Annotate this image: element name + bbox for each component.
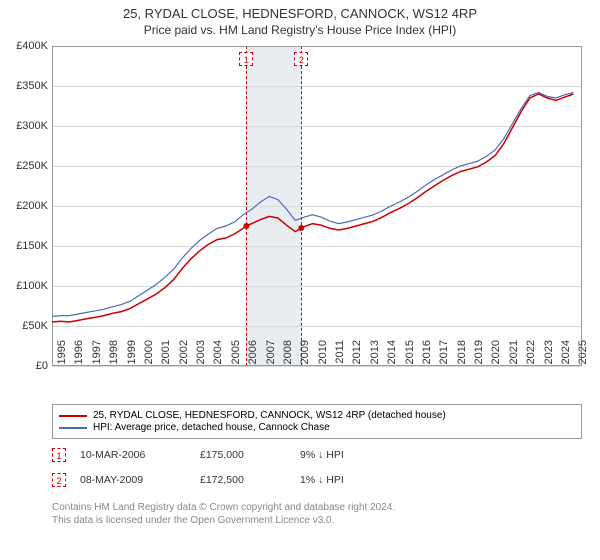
- x-tick-label: 2017: [438, 340, 450, 370]
- x-tick-label: 2005: [230, 340, 242, 370]
- sale-row: 2 08-MAY-2009 £172,500 1% ↓ HPI: [52, 473, 582, 487]
- series-line: [52, 94, 573, 322]
- x-tick-label: 2008: [282, 340, 294, 370]
- y-tick-label: £400K: [4, 40, 48, 52]
- sale-change: 9% ↓ HPI: [300, 449, 400, 461]
- x-tick-label: 2020: [490, 340, 502, 370]
- x-tick-label: 2025: [577, 340, 589, 370]
- x-tick-label: 2018: [456, 340, 468, 370]
- y-tick-label: £0: [4, 360, 48, 372]
- x-tick-label: 2023: [543, 340, 555, 370]
- x-tick-label: 2004: [212, 340, 224, 370]
- sale-row: 1 10-MAR-2006 £175,000 9% ↓ HPI: [52, 448, 582, 462]
- sale-marker-icon: 1: [52, 448, 66, 462]
- sale-price: £175,000: [200, 449, 300, 461]
- sale-marker-icon: 2: [52, 473, 66, 487]
- series-line: [52, 92, 573, 316]
- legend-label: HPI: Average price, detached house, Cann…: [93, 422, 330, 433]
- sale-dot: [298, 225, 304, 231]
- x-tick-label: 1999: [126, 340, 138, 370]
- y-tick-label: £50K: [4, 320, 48, 332]
- y-tick-label: £350K: [4, 80, 48, 92]
- x-tick-label: 1998: [108, 340, 120, 370]
- sale-dot: [243, 223, 249, 229]
- x-tick-label: 2024: [560, 340, 572, 370]
- chart-page: 25, RYDAL CLOSE, HEDNESFORD, CANNOCK, WS…: [0, 0, 600, 560]
- x-tick-label: 2022: [525, 340, 537, 370]
- x-tick-label: 1995: [56, 340, 68, 370]
- license-line: This data is licensed under the Open Gov…: [52, 515, 582, 528]
- x-tick-label: 2003: [195, 340, 207, 370]
- x-tick-label: 2016: [421, 340, 433, 370]
- x-tick-label: 2006: [247, 340, 259, 370]
- legend: 25, RYDAL CLOSE, HEDNESFORD, CANNOCK, WS…: [52, 404, 582, 439]
- x-tick-label: 2013: [369, 340, 381, 370]
- x-tick-label: 2001: [160, 340, 172, 370]
- sale-price: £172,500: [200, 474, 300, 486]
- sale-change: 1% ↓ HPI: [300, 474, 400, 486]
- y-tick-label: £300K: [4, 120, 48, 132]
- x-tick-label: 1997: [91, 340, 103, 370]
- y-tick-label: £100K: [4, 280, 48, 292]
- legend-label: 25, RYDAL CLOSE, HEDNESFORD, CANNOCK, WS…: [93, 410, 446, 421]
- sale-date: 08-MAY-2009: [80, 474, 200, 486]
- sale-date: 10-MAR-2006: [80, 449, 200, 461]
- y-tick-label: £250K: [4, 160, 48, 172]
- x-tick-label: 2000: [143, 340, 155, 370]
- y-tick-label: £200K: [4, 200, 48, 212]
- x-tick-label: 2010: [317, 340, 329, 370]
- license-line: Contains HM Land Registry data © Crown c…: [52, 502, 582, 515]
- x-tick-label: 2019: [473, 340, 485, 370]
- x-tick-label: 2011: [334, 340, 346, 370]
- x-tick-label: 2002: [178, 340, 190, 370]
- event-marker-box: 2: [294, 52, 308, 66]
- license-text: Contains HM Land Registry data © Crown c…: [52, 502, 582, 527]
- event-marker-box: 1: [239, 52, 253, 66]
- x-tick-label: 2009: [299, 340, 311, 370]
- x-tick-label: 2015: [404, 340, 416, 370]
- legend-item: 25, RYDAL CLOSE, HEDNESFORD, CANNOCK, WS…: [59, 410, 575, 421]
- y-tick-label: £150K: [4, 240, 48, 252]
- legend-swatch: [59, 415, 87, 417]
- x-tick-label: 2007: [265, 340, 277, 370]
- legend-swatch: [59, 427, 87, 429]
- x-tick-label: 2014: [386, 340, 398, 370]
- x-tick-label: 2021: [508, 340, 520, 370]
- legend-item: HPI: Average price, detached house, Cann…: [59, 422, 575, 433]
- x-tick-label: 1996: [73, 340, 85, 370]
- x-tick-label: 2012: [351, 340, 363, 370]
